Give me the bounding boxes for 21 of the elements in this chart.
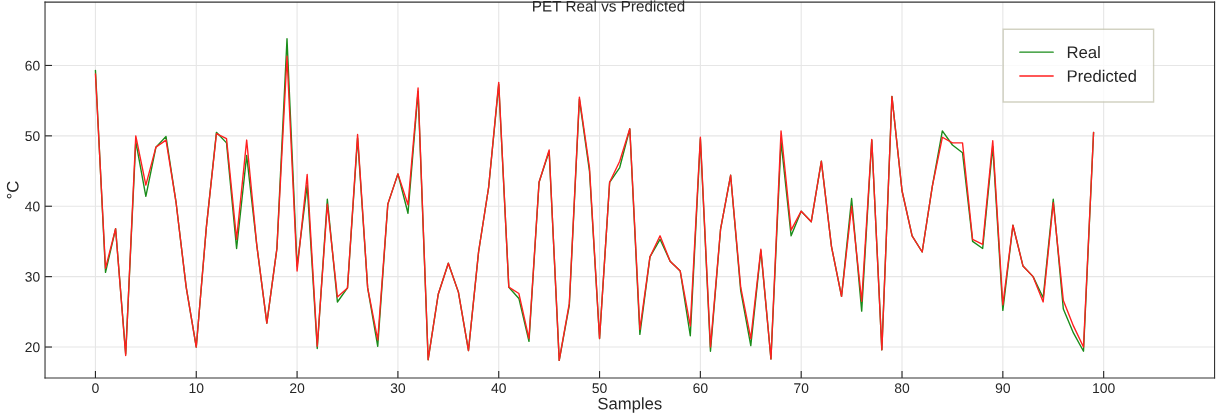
- x-tick-label: 60: [693, 383, 708, 394]
- y-tick-label: 60: [25, 60, 40, 71]
- x-tick-label: 10: [189, 383, 204, 394]
- y-tick-label: 50: [25, 131, 40, 142]
- y-tick-label: 30: [25, 271, 40, 282]
- chart-title: PET Real vs Predicted: [533, 0, 685, 12]
- x-tick-label: 40: [491, 383, 506, 394]
- y-tick-label: 20: [25, 342, 40, 353]
- y-axis-title: °C: [6, 181, 19, 199]
- y-tick-label: 40: [25, 201, 40, 212]
- x-tick-label: 30: [390, 383, 406, 394]
- x-tick-label: 20: [290, 383, 305, 394]
- x-axis-title: Samples: [598, 397, 662, 413]
- legend-label: Predicted: [1067, 69, 1136, 83]
- x-tick-label: 90: [995, 383, 1011, 394]
- x-tick-label: 70: [794, 383, 809, 394]
- x-tick-label: 80: [894, 383, 910, 394]
- legend-label: Real: [1067, 45, 1100, 59]
- x-tick-label: 100: [1093, 383, 1115, 394]
- x-tick-label: 50: [592, 383, 607, 394]
- x-tick-label: 0: [92, 383, 99, 394]
